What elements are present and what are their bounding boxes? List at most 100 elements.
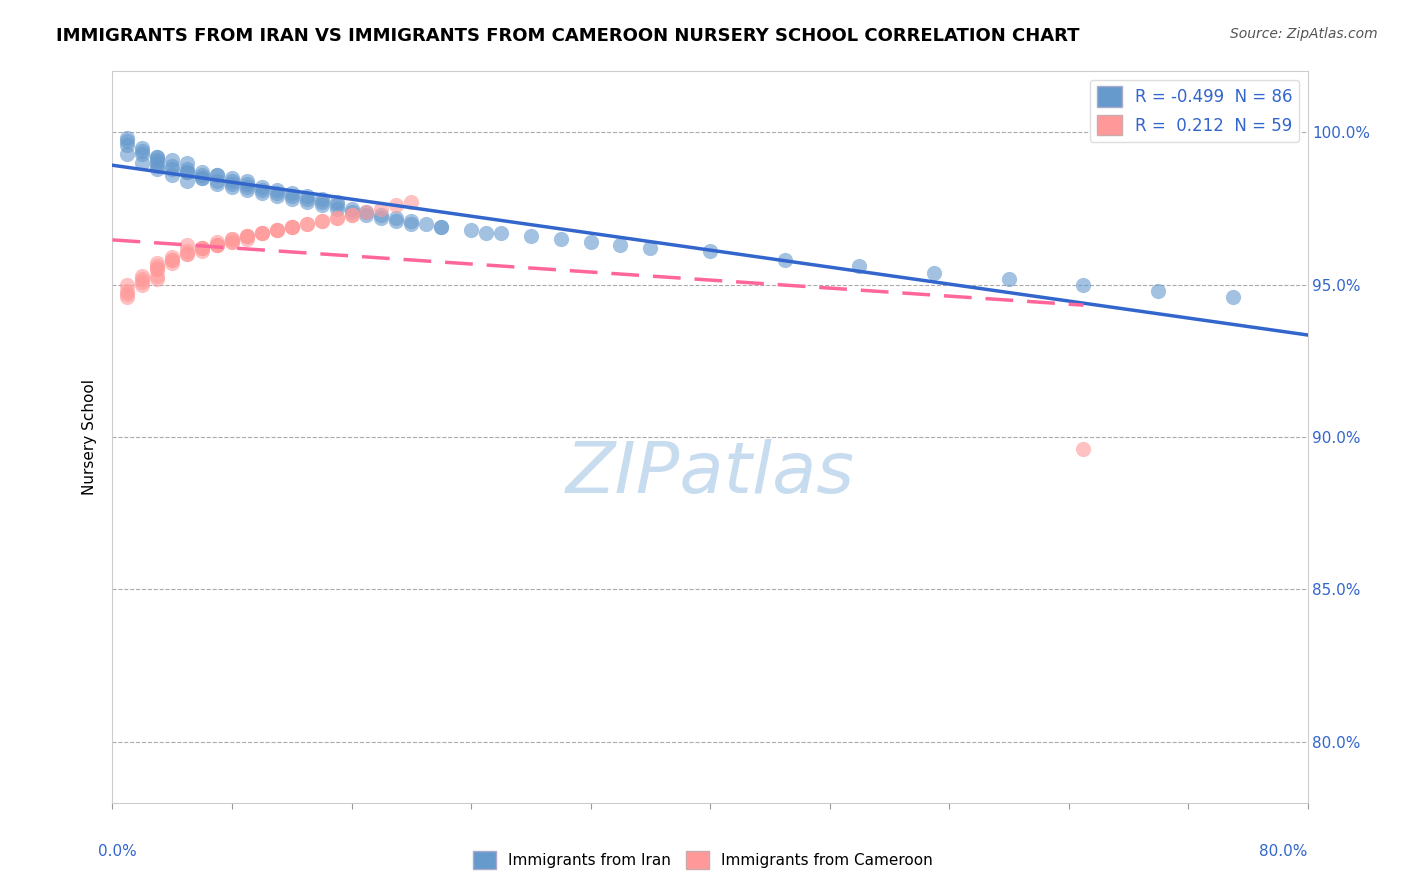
Point: [176, 165, 198, 179]
Point: [191, 168, 214, 182]
Point: [415, 217, 437, 231]
Point: [325, 195, 347, 210]
Point: [370, 211, 392, 225]
Point: [205, 238, 228, 252]
Point: [191, 244, 214, 259]
Point: [236, 229, 259, 244]
Point: [311, 198, 333, 212]
Point: [1222, 290, 1244, 304]
Point: [205, 168, 228, 182]
Point: [221, 171, 243, 186]
Point: [221, 180, 243, 194]
Point: [131, 277, 153, 292]
Legend: Immigrants from Iran, Immigrants from Cameroon: Immigrants from Iran, Immigrants from Ca…: [467, 845, 939, 875]
Point: [640, 241, 662, 255]
Point: [325, 202, 347, 216]
Point: [295, 217, 318, 231]
Point: [162, 253, 183, 268]
Point: [340, 208, 363, 222]
Point: [146, 256, 169, 270]
Point: [117, 137, 139, 152]
Point: [356, 204, 378, 219]
Point: [356, 204, 378, 219]
Point: [117, 146, 139, 161]
Point: [162, 153, 183, 167]
Point: [236, 229, 259, 244]
Point: [176, 156, 198, 170]
Point: [221, 232, 243, 246]
Point: [460, 223, 482, 237]
Point: [117, 277, 139, 292]
Point: [385, 211, 408, 225]
Point: [699, 244, 721, 259]
Point: [430, 219, 453, 234]
Point: [609, 238, 631, 252]
Point: [205, 177, 228, 191]
Point: [205, 238, 228, 252]
Point: [266, 223, 288, 237]
Point: [131, 140, 153, 154]
Point: [131, 146, 153, 161]
Point: [370, 208, 392, 222]
Point: [146, 150, 169, 164]
Point: [146, 156, 169, 170]
Point: [221, 174, 243, 188]
Point: [401, 217, 423, 231]
Point: [146, 161, 169, 176]
Point: [236, 183, 259, 197]
Point: [205, 174, 228, 188]
Point: [191, 171, 214, 186]
Point: [146, 271, 169, 285]
Point: [236, 232, 259, 246]
Point: [266, 223, 288, 237]
Text: 80.0%: 80.0%: [1260, 845, 1308, 859]
Point: [176, 247, 198, 261]
Point: [385, 213, 408, 227]
Point: [146, 150, 169, 164]
Point: [191, 241, 214, 255]
Point: [146, 159, 169, 173]
Point: [1073, 277, 1095, 292]
Point: [325, 198, 347, 212]
Point: [340, 204, 363, 219]
Point: [146, 262, 169, 277]
Point: [162, 161, 183, 176]
Point: [221, 235, 243, 249]
Point: [205, 238, 228, 252]
Point: [311, 213, 333, 227]
Point: [281, 193, 304, 207]
Point: [430, 219, 453, 234]
Point: [162, 250, 183, 264]
Point: [176, 161, 198, 176]
Point: [236, 177, 259, 191]
Text: 0.0%: 0.0%: [98, 845, 138, 859]
Point: [281, 189, 304, 203]
Point: [1147, 284, 1170, 298]
Point: [131, 156, 153, 170]
Point: [191, 165, 214, 179]
Point: [221, 177, 243, 191]
Point: [520, 229, 543, 244]
Point: [162, 168, 183, 182]
Point: [295, 193, 318, 207]
Point: [998, 271, 1021, 285]
Point: [162, 159, 183, 173]
Point: [266, 186, 288, 201]
Point: [176, 244, 198, 259]
Point: [205, 235, 228, 249]
Point: [146, 268, 169, 283]
Point: [205, 168, 228, 182]
Point: [250, 226, 273, 240]
Point: [295, 195, 318, 210]
Point: [266, 189, 288, 203]
Point: [325, 211, 347, 225]
Point: [250, 180, 273, 194]
Point: [266, 223, 288, 237]
Point: [162, 253, 183, 268]
Point: [191, 241, 214, 255]
Point: [848, 260, 870, 274]
Text: ZIPatlas: ZIPatlas: [565, 439, 855, 508]
Point: [311, 193, 333, 207]
Point: [340, 202, 363, 216]
Point: [773, 253, 796, 268]
